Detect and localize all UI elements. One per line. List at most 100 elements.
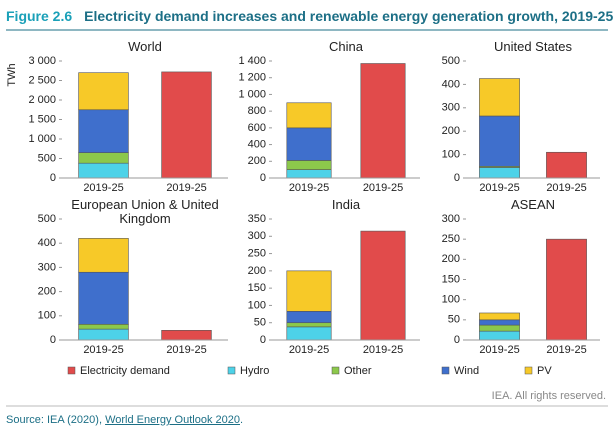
y-tick-label: 600 — [248, 122, 266, 134]
legend-swatch — [227, 366, 236, 375]
bar-segment — [78, 271, 129, 325]
legend-label: PV — [537, 365, 552, 377]
source: Source: IEA (2020), World Energy Outlook… — [6, 414, 243, 426]
bar-segment — [360, 63, 406, 179]
bar-segment — [286, 160, 332, 170]
legend-swatch — [67, 366, 76, 375]
panel-title: European Union & United Kingdom — [71, 197, 219, 226]
y-axis-label: TWh — [6, 63, 18, 86]
bar-segment — [286, 169, 332, 179]
y-tick-label: 200 — [248, 265, 266, 277]
rights: IEA. All rights reserved. — [491, 390, 606, 402]
y-tick-label: 1 500 — [28, 113, 56, 125]
y-tick-label: 800 — [248, 105, 266, 117]
bar-segment — [479, 115, 520, 167]
bar-segment — [479, 167, 520, 179]
y-tick-label: 50 — [254, 317, 266, 329]
bar-segment — [78, 152, 129, 164]
panel-title: China — [329, 39, 363, 54]
panel-title: ASEAN — [510, 197, 556, 212]
source-link[interactable]: World Energy Outlook 2020 — [105, 414, 240, 426]
bar-segment — [78, 328, 129, 341]
bar-segment — [479, 319, 520, 326]
panel-title: United States — [493, 39, 573, 54]
bar-segment — [78, 109, 129, 153]
y-tick-label: 100 — [442, 294, 460, 306]
bar-segment — [546, 238, 587, 341]
bar-segment — [479, 312, 520, 321]
legend-label: Electricity demand — [80, 365, 170, 377]
y-tick-label: 150 — [442, 273, 460, 285]
y-tick-label: 0 — [50, 172, 56, 184]
y-tick-label: 0 — [454, 172, 460, 184]
y-tick-label: 250 — [248, 247, 266, 259]
y-tick-label: 0 — [50, 334, 56, 346]
bar-segment — [78, 162, 129, 179]
bar-segment — [286, 311, 332, 324]
y-tick-label: 3 000 — [28, 55, 56, 67]
legend-label: Other — [344, 365, 372, 377]
legend-label: Hydro — [240, 365, 269, 377]
y-tick-label: 0 — [260, 172, 266, 184]
bar-segment — [161, 71, 212, 179]
y-tick-label: 300 — [442, 213, 460, 225]
y-tick-label: 500 — [38, 152, 56, 164]
x-tick-label: 2019-25 — [289, 344, 329, 356]
panel-title: India — [331, 197, 361, 212]
bar-segment — [161, 330, 212, 341]
figure-title: Electricity demand increases and renewab… — [84, 8, 614, 24]
x-tick-label: 2019-25 — [479, 344, 519, 356]
y-tick-label: 500 — [38, 213, 56, 225]
y-tick-label: 200 — [442, 125, 460, 137]
source-end: . — [240, 414, 244, 426]
legend-label: Wind — [454, 365, 479, 377]
y-tick-label: 200 — [248, 155, 266, 167]
y-tick-label: 300 — [442, 102, 460, 114]
y-tick-label: 100 — [38, 310, 56, 322]
bar-segment — [546, 151, 587, 179]
bar-segment — [78, 72, 129, 111]
bar-segment — [286, 102, 332, 129]
y-tick-label: 1 200 — [238, 72, 266, 84]
y-tick-label: 200 — [442, 253, 460, 265]
legend-swatch — [441, 366, 450, 375]
x-tick-label: 2019-25 — [166, 344, 206, 356]
y-tick-label: 250 — [442, 233, 460, 245]
x-tick-label: 2019-25 — [289, 182, 329, 194]
figure-label: Figure 2.6 — [6, 8, 73, 24]
x-tick-label: 2019-25 — [546, 182, 586, 194]
y-tick-label: 50 — [448, 314, 460, 326]
bar-segment — [479, 330, 520, 341]
legend-swatch — [331, 366, 340, 375]
bar-segment — [78, 323, 129, 330]
y-tick-label: 1 000 — [28, 133, 56, 145]
bar-segment — [78, 238, 129, 273]
bar-segment — [286, 127, 332, 161]
y-tick-label: 400 — [248, 138, 266, 150]
x-tick-label: 2019-25 — [83, 344, 123, 356]
bar-segment — [286, 326, 332, 341]
x-tick-label: 2019-25 — [363, 182, 403, 194]
bar-segment — [479, 78, 520, 117]
y-tick-label: 200 — [38, 286, 56, 298]
y-tick-label: 300 — [38, 261, 56, 273]
source-text: Source: IEA (2020), — [6, 414, 106, 426]
panel-title: World — [128, 39, 162, 54]
header: Figure 2.6 Electricity demand increases a… — [6, 8, 613, 24]
legend-swatch — [524, 366, 533, 375]
bar-segment — [286, 322, 332, 328]
y-tick-label: 1 000 — [238, 88, 266, 100]
x-tick-label: 2019-25 — [479, 182, 519, 194]
y-tick-label: 500 — [442, 55, 460, 67]
y-tick-label: 350 — [248, 213, 266, 225]
y-tick-label: 400 — [442, 78, 460, 90]
y-tick-label: 1 400 — [238, 55, 266, 67]
y-tick-label: 100 — [248, 299, 266, 311]
x-tick-label: 2019-25 — [363, 344, 403, 356]
y-tick-label: 400 — [38, 237, 56, 249]
y-tick-label: 150 — [248, 282, 266, 294]
bar-segment — [360, 230, 406, 341]
y-tick-label: 0 — [454, 334, 460, 346]
